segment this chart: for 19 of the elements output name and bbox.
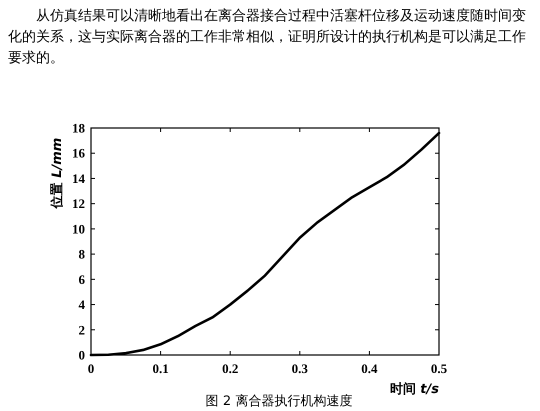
x-tick-label: 0.2 [222,361,238,376]
x-tick-label: 0.5 [430,361,448,376]
y-tick-label: 8 [78,246,86,262]
y-tick-label: 18 [72,120,86,136]
y-tick-label: 14 [72,170,86,186]
y-tick-label: 6 [78,272,86,287]
x-tick-label: 0.4 [361,361,378,376]
text: 图 2 离合器执行机构速度 [206,393,352,409]
y-tick-label: 16 [72,146,86,161]
y-tick-label: 12 [72,196,85,212]
y-tick-label: 0 [78,348,85,362]
y-tick-label: 4 [78,297,86,312]
text: 从仿真结果可以清晰地看出在离合器接合过程中活塞杆位移及运动速度随时间变化的关系，这与实际离合器的工作非常相似，证明所设计的执行机构是可以满足工作要求的。 [8,7,527,68]
y-axis-title: 位置 L/mm [50,138,65,210]
x-tick-label: 0.1 [152,361,169,376]
y-tick-label: 10 [72,221,85,236]
x-tick-label: 0.3 [292,361,308,376]
y-tick-label: 2 [78,322,85,338]
x-axis-title: 时间 t/s [390,382,440,397]
